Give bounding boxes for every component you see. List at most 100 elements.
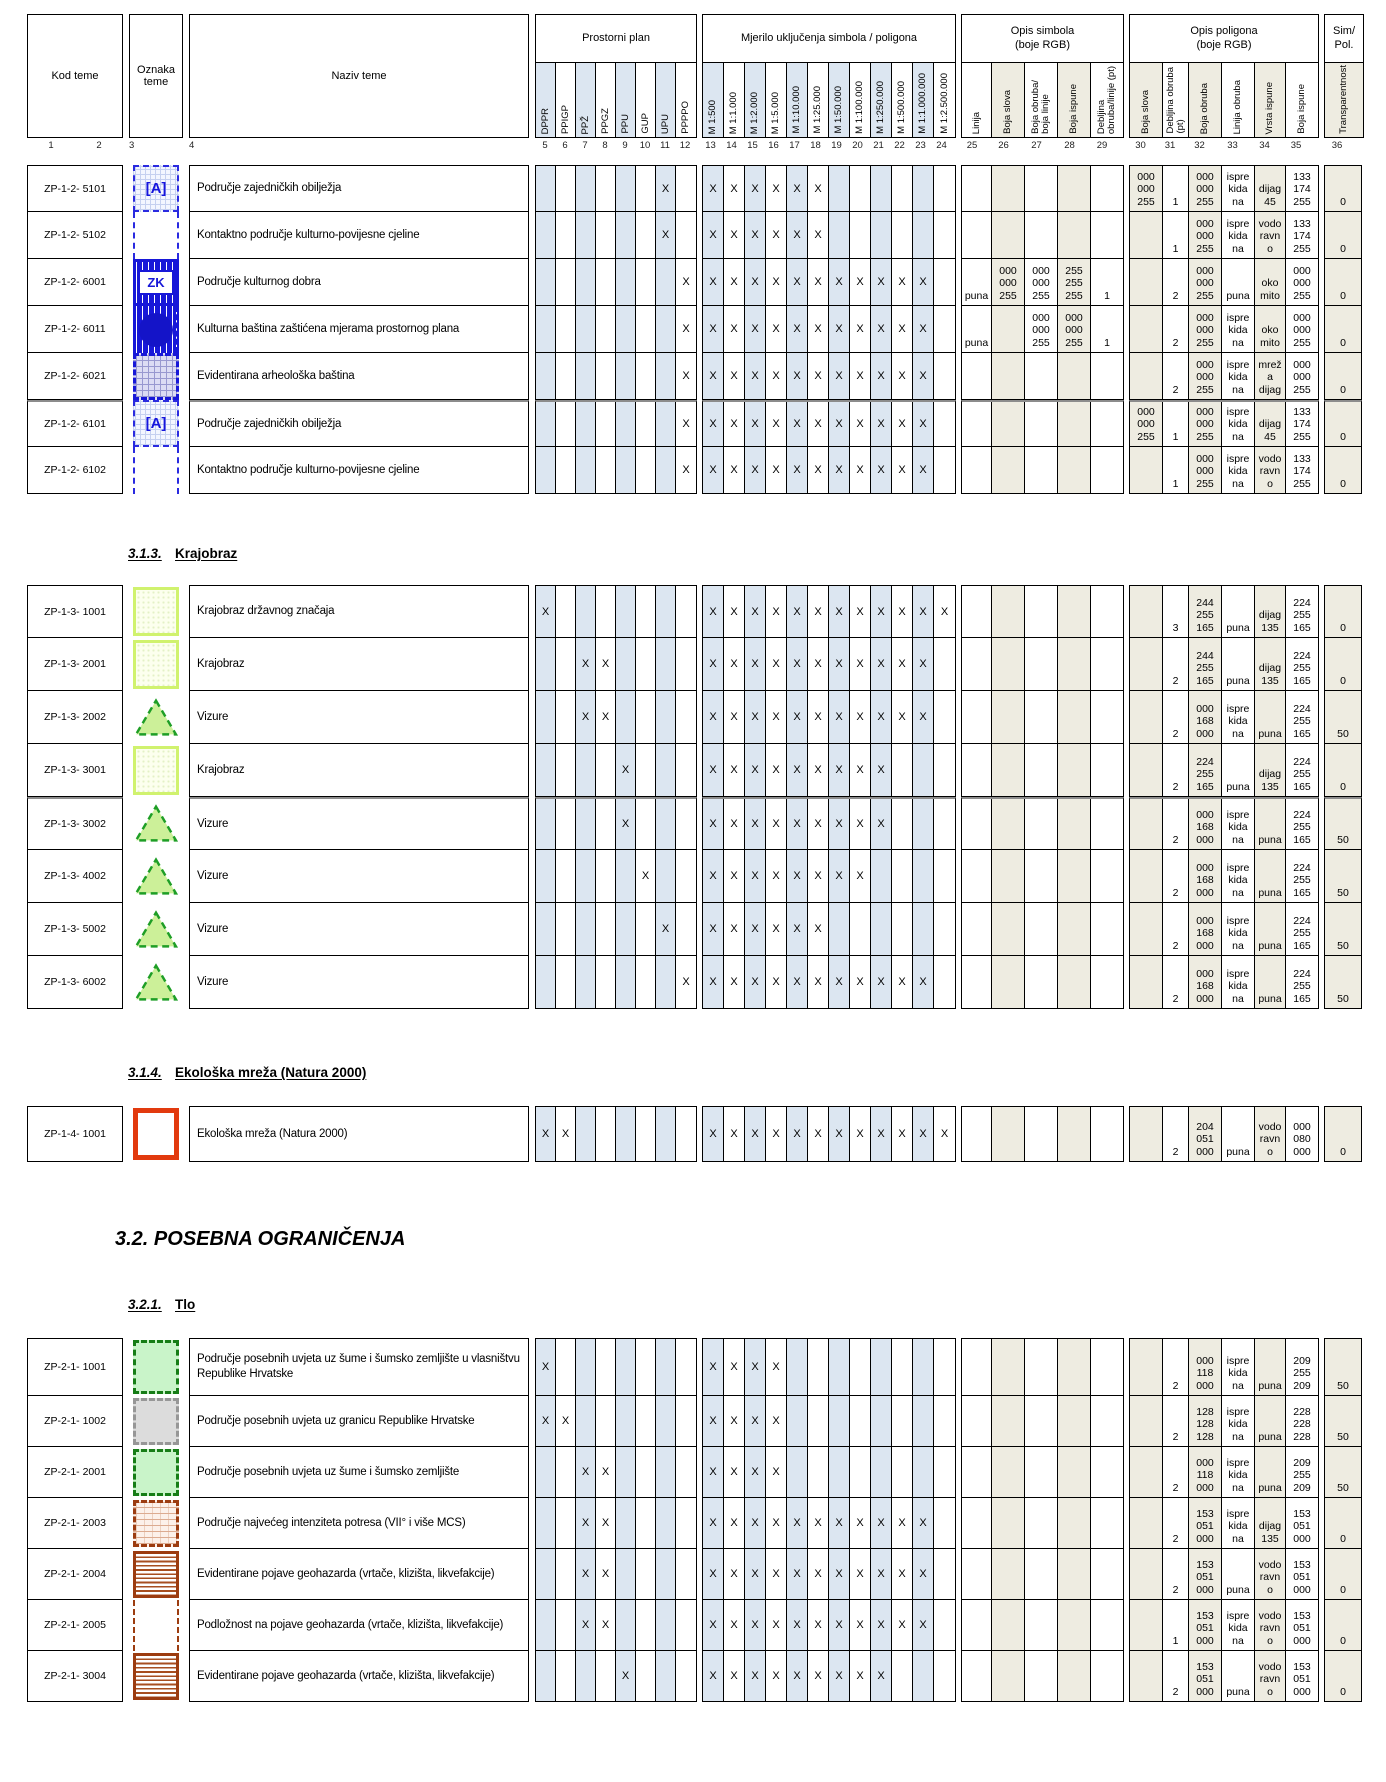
mjerilo-flag-9 [892,1339,913,1395]
poligona-value-5: 224 255 165 [1293,914,1311,953]
mjerilo-flag-10: X [913,1549,934,1599]
plan-flag-DPPR [536,1447,556,1497]
mjerilo-flag-8 [871,850,892,902]
mjerilo-flag-10 [913,166,934,211]
header-col-poligona-2: Boja obruba [1189,63,1222,137]
mjerilo-flag-7: X [850,447,871,493]
plan-flag-PPŽ [576,166,596,211]
mjerilo-flag-6: X [829,259,850,305]
transparentnost-value: 0 [1340,1686,1346,1698]
mjerilo-flag-11 [934,306,955,352]
plan-flag-PPŽ [576,1339,596,1395]
opis-simbola-cells [961,797,1124,850]
plan-flag-UPU: X [656,903,676,955]
oznaka-teme-cell [129,903,183,956]
poligona-value-5: 000 000 255 [1293,311,1311,350]
mjerilo-flag-4 [787,1447,808,1497]
poligona-value-4: puna [1255,850,1286,902]
plan-flag-PPGZ [596,1651,616,1701]
plan-flag-PPPPO [676,212,696,258]
plan-flag-UPU: X [656,166,676,211]
opis-simbola-cells [961,638,1124,691]
kod-teme-value: ZP-1-3- 4002 [44,870,106,882]
mjerilo-flag-1: X [724,691,745,743]
kod-teme-value: ZP-1-3- 3001 [44,764,106,776]
plan-flag-UPU [656,586,676,637]
opis-poligona-cells: 2 000 168 000 ispre kida na puna 224 255 165 [1129,797,1319,850]
simbola-value-1: 000 000 255 [992,259,1025,305]
naziv-teme-cell: Vizure [189,850,529,903]
simbola-value-3 [1058,1339,1091,1395]
mjerilo-flag-6: X [829,850,850,902]
mjerilo-flag-3: X [766,1107,787,1161]
simbola-value-2 [1025,402,1058,446]
opis-poligona-cells: 1 153 051 000 ispre kida na vodo ravn o 153 … [1129,1600,1319,1651]
simbola-value-3 [1058,586,1091,637]
header-columns-simbola: Linija Boja slova Boja obruba/ boja linije… [962,63,1123,137]
table-row: ZP-1-3- 1001 Krajobraz državnog značaja X X… [27,585,1362,638]
plan-flag-PPGZ [596,1339,616,1395]
plan-flag-PPGZ [596,1396,616,1446]
mjerilo-flag-3: X [766,691,787,743]
header-title-simbola: Opis simbola (boje RGB) [962,15,1123,63]
poligona-value-0 [1130,447,1163,493]
mjerilo-flag-4: X [787,1651,808,1701]
plan-flag-GUP [636,638,656,690]
opis-simbola-cells [961,212,1124,259]
transparentnost-value: 0 [1340,781,1346,793]
transparentnost-cell: 0 [1324,306,1362,353]
mjerilo-flag-2: X [745,1107,766,1161]
transparentnost-value: 50 [1337,993,1349,1005]
simbola-value-0 [962,212,992,258]
oznaka-teme-cell [129,447,183,494]
col-number: 10 [639,140,651,151]
mjerilo-flag-9 [892,799,913,849]
mjerilo-flag-0: X [703,1339,724,1395]
mjerilo-flag-8: X [871,353,892,399]
mjerilo-flag-6: X [829,586,850,637]
header-col-label: PPU [619,114,631,134]
plan-flag-PPGZ: X [596,691,616,743]
mjerilo-flag-10 [913,1651,934,1701]
mjerilo-flag-3: X [766,1447,787,1497]
poligona-value-4: dijag 135 [1255,744,1286,796]
plan-flag-DPPR [536,903,556,955]
mjerilo-flag-8 [871,1339,892,1395]
opis-simbola-cells [961,1549,1124,1600]
opis-simbola-cells [961,1447,1124,1498]
poligona-value-2: 000 000 255 [1189,353,1222,399]
table-row: ZP-1-2- 6011 Kulturna baština zaštićena m… [27,306,1362,353]
mjerilo-flag-8 [871,1447,892,1497]
header-col-label: PPŽ [579,115,591,134]
mjerilo-flag-3: X [766,903,787,955]
poligona-value-0 [1130,1498,1163,1548]
poligona-value-0 [1130,212,1163,258]
mjerilo-flag-9: X [892,447,913,493]
table-row: ZP-2-1- 1001 Područje posebnih uvjeta uz … [27,1338,1362,1396]
transparentnost-cell: 0 [1324,400,1362,447]
poligona-value-3: ispre kida na [1222,956,1255,1008]
mjerilo-flag-8: X [871,586,892,637]
symbol-landscape-square [133,587,179,636]
kod-teme-cell: ZP-1-3- 2002 [27,691,123,744]
plan-flag-GUP [636,1549,656,1599]
transparentnost-cell: 0 [1324,353,1362,400]
naziv-teme-value: Područje zajedničkih obilježja [197,417,342,430]
mjerilo-flag-11 [934,1339,955,1395]
mjerilo-flag-11 [934,691,955,743]
symbol-label: [A] [145,180,167,197]
mjerilo-flag-2: X [745,1396,766,1446]
mjerilo-flag-3: X [766,1651,787,1701]
simbola-value-4: 1 [1104,290,1110,303]
plan-flag-GUP: X [636,850,656,902]
plan-flag-UPU [656,1549,676,1599]
col-number: 27 [1031,140,1042,151]
table-header: Kod teme Oznaka teme Naziv teme Prostorni p… [27,14,1364,138]
plan-flag-PPU [616,1339,636,1395]
mjerilo-flag-11 [934,1600,955,1650]
mjerilo-flag-3: X [766,306,787,352]
simbola-value-1 [992,1600,1025,1650]
